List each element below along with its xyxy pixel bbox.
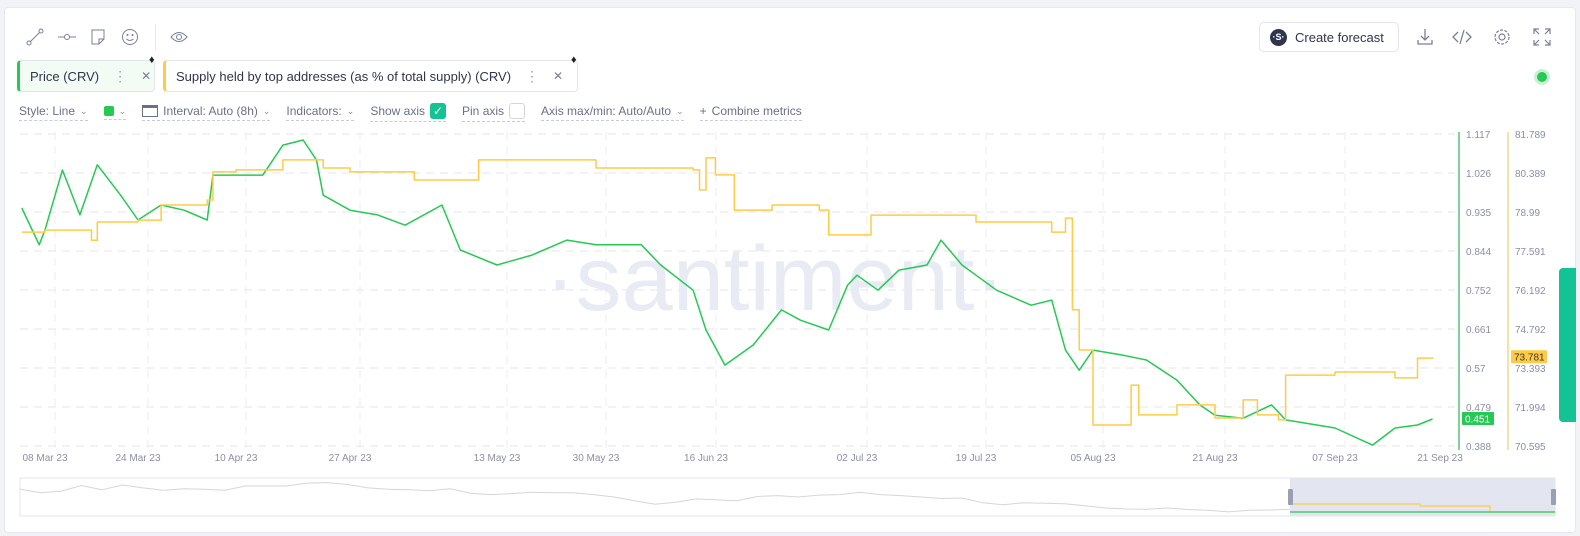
interval-select[interactable]: Interval: Auto (8h) ⌄ xyxy=(142,104,271,121)
navigator-handle[interactable] xyxy=(1288,489,1293,505)
y-tick-label: 0.844 xyxy=(1466,247,1491,258)
santiment-logo-icon: ·S· xyxy=(1270,28,1287,46)
navigator-handle[interactable] xyxy=(1551,489,1556,505)
chevron-down-icon: ⌄ xyxy=(676,105,684,116)
y-tick-label: 70.595 xyxy=(1515,442,1546,453)
last-value-label: 0.451 xyxy=(1465,415,1490,426)
x-tick-label: 27 Apr 23 xyxy=(329,453,372,464)
more-options-icon[interactable]: ⋮ xyxy=(113,67,128,84)
ethereum-icon: ♦ xyxy=(571,54,577,66)
live-status-dot xyxy=(1537,72,1547,82)
chevron-down-icon: ⌄ xyxy=(118,105,127,116)
chevron-down-icon: ⌄ xyxy=(80,105,88,116)
plus-icon: + xyxy=(699,104,707,118)
ethereum-icon: ♦ xyxy=(149,54,155,66)
x-tick-label: 05 Aug 23 xyxy=(1070,453,1115,464)
line-draw-icon[interactable] xyxy=(26,28,44,46)
show-axis-toggle[interactable]: Show axis ✓ xyxy=(370,103,447,122)
y-tick-label: 0.57 xyxy=(1466,364,1486,375)
metric-tag-supply[interactable]: Supply held by top addresses (as % of to… xyxy=(163,60,578,92)
y-tick-label: 0.388 xyxy=(1466,442,1491,453)
calendar-icon xyxy=(142,105,159,117)
download-icon[interactable] xyxy=(1415,27,1435,47)
chevron-down-icon: ⌄ xyxy=(346,105,355,116)
y-tick-label: 1.117 xyxy=(1466,130,1491,141)
metric-label: Price (CRV) xyxy=(30,68,100,84)
x-tick-label: 21 Aug 23 xyxy=(1192,453,1237,464)
y-tick-label: 73.393 xyxy=(1515,364,1546,375)
x-tick-label: 10 Apr 23 xyxy=(215,453,258,464)
metric-tag-price[interactable]: Price (CRV) ⋮ ✕ xyxy=(17,60,155,92)
y-tick-label: 1.026 xyxy=(1466,169,1491,180)
x-tick-label: 19 Jul 23 xyxy=(956,453,997,464)
close-icon[interactable]: ✕ xyxy=(141,69,152,83)
y-tick-label: 80.389 xyxy=(1515,169,1546,180)
y-tick-label: 71.994 xyxy=(1515,403,1546,414)
side-panel-tab[interactable] xyxy=(1559,268,1576,422)
show-axis-checkbox[interactable]: ✓ xyxy=(430,103,447,119)
x-tick-label: 02 Jul 23 xyxy=(837,453,878,464)
y-tick-label: 78.99 xyxy=(1515,208,1540,219)
style-select[interactable]: Style: Line ⌄ xyxy=(19,104,88,121)
axis-maxmin-select[interactable]: Axis max/min: Auto/Auto ⌄ xyxy=(541,104,684,121)
navigator-selection xyxy=(1290,478,1555,516)
pin-axis-checkbox[interactable] xyxy=(509,103,526,119)
x-tick-label: 08 Mar 23 xyxy=(22,453,67,464)
y-tick-label: 77.591 xyxy=(1515,247,1546,258)
x-tick-label: 13 May 23 xyxy=(474,453,521,464)
x-tick-label: 21 Sep 23 xyxy=(1417,453,1463,464)
pin-axis-toggle[interactable]: Pin axis xyxy=(462,103,526,122)
santiment-watermark: ·santiment· xyxy=(545,228,1005,330)
x-tick-label: 24 Mar 23 xyxy=(115,453,160,464)
x-tick-label: 07 Sep 23 xyxy=(1312,453,1358,464)
chart-widget xyxy=(4,7,1576,533)
emoji-icon[interactable] xyxy=(121,28,139,46)
y-tick-label: 0.935 xyxy=(1466,208,1491,219)
color-select[interactable]: ⌄ xyxy=(103,105,127,120)
x-tick-label: 30 May 23 xyxy=(573,453,620,464)
toolbar-divider xyxy=(155,24,156,50)
note-icon[interactable] xyxy=(89,28,107,46)
y-tick-label: 76.192 xyxy=(1515,286,1546,297)
create-forecast-button[interactable]: ·S· Create forecast xyxy=(1259,22,1399,52)
y-tick-label: 81.789 xyxy=(1515,130,1546,141)
y-tick-label: 74.792 xyxy=(1515,325,1546,336)
eye-icon[interactable] xyxy=(170,28,188,46)
chart-options-bar: Style: Line ⌄ ⌄ Interval: Auto (8h) ⌄ Indi… xyxy=(19,103,818,122)
embed-code-icon[interactable] xyxy=(1452,27,1472,47)
horizontal-line-icon[interactable] xyxy=(58,28,76,46)
last-value-label: 73.781 xyxy=(1514,353,1545,364)
x-tick-label: 16 Jun 23 xyxy=(684,453,728,464)
more-options-icon[interactable]: ⋮ xyxy=(525,67,540,84)
settings-icon[interactable] xyxy=(1492,27,1512,47)
metric-label: Supply held by top addresses (as % of to… xyxy=(176,68,512,84)
color-swatch xyxy=(103,106,114,116)
supply-series-line xyxy=(21,157,1434,426)
indicators-select[interactable]: Indicators: ⌄ xyxy=(286,104,355,121)
last-value-badge xyxy=(1462,412,1494,426)
chevron-down-icon: ⌄ xyxy=(262,105,271,116)
navigator-history-line xyxy=(19,482,1291,513)
close-icon[interactable]: ✕ xyxy=(553,69,564,83)
y-tick-label: 0.661 xyxy=(1466,325,1491,336)
combine-metrics-button[interactable]: + Combine metrics xyxy=(699,104,802,121)
y-tick-label: 0.479 xyxy=(1466,403,1491,414)
last-value-badge xyxy=(1511,350,1547,364)
y-tick-label: 0.752 xyxy=(1466,286,1491,297)
fullscreen-icon[interactable] xyxy=(1532,27,1552,47)
